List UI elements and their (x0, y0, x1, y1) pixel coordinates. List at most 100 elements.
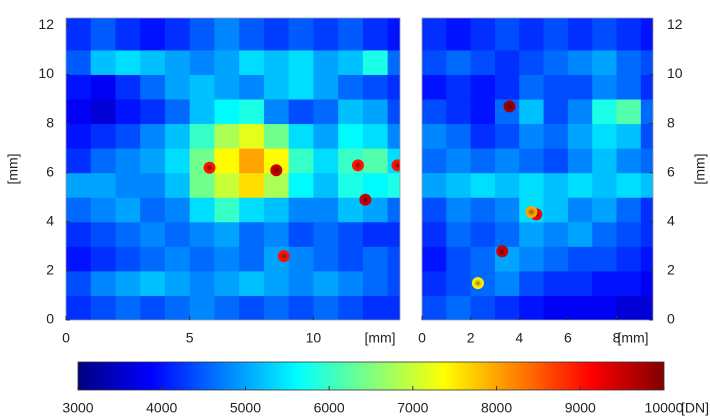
heatmap-cell (543, 123, 569, 149)
heatmap-cell (313, 221, 339, 247)
heatmap-cell (470, 49, 496, 75)
heatmap-cell (640, 197, 653, 223)
heatmap-cell (470, 74, 496, 100)
heatmap-cell (422, 246, 447, 272)
heatmap-cell (422, 49, 447, 75)
heatmap-cell (313, 270, 339, 296)
heatmap-cell (338, 99, 364, 125)
heatmap-cell (519, 221, 545, 247)
x-tick-label: 0 (62, 330, 70, 346)
heatmap-cell (140, 123, 166, 149)
heatmap-cell (543, 18, 569, 51)
heatmap-cell (616, 148, 642, 174)
heatmap-cell (90, 197, 116, 223)
colorbar-tick-label: 8000 (481, 400, 512, 416)
heatmap-cell (494, 74, 520, 100)
heatmap-cell (494, 221, 520, 247)
heatmap-cell (338, 270, 364, 296)
colorbar-tick-label: 9000 (565, 400, 596, 416)
heatmap-cell (616, 270, 642, 296)
heatmap-cell (214, 197, 240, 223)
heatmap-cell (164, 18, 191, 51)
heatmap-cell (115, 270, 141, 296)
x-axis-label: [mm] (617, 330, 648, 346)
heatmap-cell (288, 99, 314, 125)
heatmap-cell (189, 246, 215, 272)
x-tick-label: 0 (418, 330, 426, 346)
heatmap-cell (338, 197, 364, 223)
heatmap-cell (362, 246, 389, 272)
heatmap-cell (362, 221, 389, 247)
heatmap-cell (567, 295, 593, 320)
heatmap-cell (446, 270, 472, 296)
heatmap-cell (592, 295, 618, 320)
heatmap-cell (140, 270, 166, 296)
heatmap-cell (313, 99, 339, 125)
heatmap-cell (140, 18, 166, 51)
heatmap-cell (239, 221, 265, 247)
heatmap-cell (567, 123, 593, 149)
heatmap-cell (313, 49, 339, 75)
heatmap-cell (338, 221, 364, 247)
heatmap-cell (214, 295, 240, 320)
heatmap-cell (422, 148, 447, 174)
heatmap-cell (189, 270, 215, 296)
heatmap-cell (313, 172, 339, 198)
heatmap-cell (263, 172, 290, 198)
heatmap-cell (214, 172, 240, 198)
heatmap-cell (66, 99, 92, 125)
heatmap-cell (616, 221, 642, 247)
heatmap-cell (592, 221, 618, 247)
heatmap-cell (263, 123, 290, 149)
heatmap-cell (239, 295, 265, 320)
heatmap-cell (338, 246, 364, 272)
heatmap-cells (422, 18, 653, 320)
heatmap-cell (214, 246, 240, 272)
heatmap-cell (640, 74, 653, 100)
heatmap-cell (470, 295, 496, 320)
heatmap-cell (616, 49, 642, 75)
heatmap-cell (239, 246, 265, 272)
heatmap-cell (446, 123, 472, 149)
y-tick-label: 8 (46, 114, 54, 130)
heatmap-cell (616, 18, 642, 51)
colorbar-tick-label: 3000 (62, 400, 93, 416)
heatmap-cell (214, 74, 240, 100)
heatmap-cell (214, 123, 240, 149)
heatmap-cell (592, 49, 618, 75)
heatmap-cell (189, 99, 215, 125)
heatmap-cell (494, 270, 520, 296)
heatmap-cell (239, 270, 265, 296)
heatmap-cell (494, 49, 520, 75)
y-tick-label: 2 (46, 262, 54, 278)
heatmap-cell (214, 18, 240, 51)
heatmap-cell (543, 172, 569, 198)
heatmap-cell (387, 49, 400, 75)
heatmap-cell (470, 148, 496, 174)
heatmap-cell (140, 148, 166, 174)
x-tick-label: 2 (467, 330, 475, 346)
heatmap-cell (66, 172, 92, 198)
heatmap-cell (362, 74, 389, 100)
heatmap-cell (115, 148, 141, 174)
heatmap-cell (543, 270, 569, 296)
y-tick-label: 4 (667, 212, 675, 228)
heatmap-cell (640, 18, 653, 51)
heatmap-cell (115, 18, 141, 51)
heatmap-cell (140, 246, 166, 272)
heatmap-cell (567, 148, 593, 174)
heatmap-cell (494, 123, 520, 149)
heatmap-cell (616, 295, 642, 320)
heatmap-cell (470, 99, 496, 125)
heatmap-cell (263, 197, 290, 223)
heatmap-cell (66, 148, 92, 174)
y-axis-label: [mm] (692, 153, 708, 184)
colorbar-label: [DN] (681, 400, 709, 416)
heatmap-cell (519, 246, 545, 272)
heatmap-cell (239, 148, 265, 174)
heatmap-cell (239, 197, 265, 223)
heatmap-cell (66, 295, 92, 320)
heatmap-cell (470, 123, 496, 149)
heatmap-cell (140, 197, 166, 223)
x-tick-label: 10 (306, 330, 322, 346)
